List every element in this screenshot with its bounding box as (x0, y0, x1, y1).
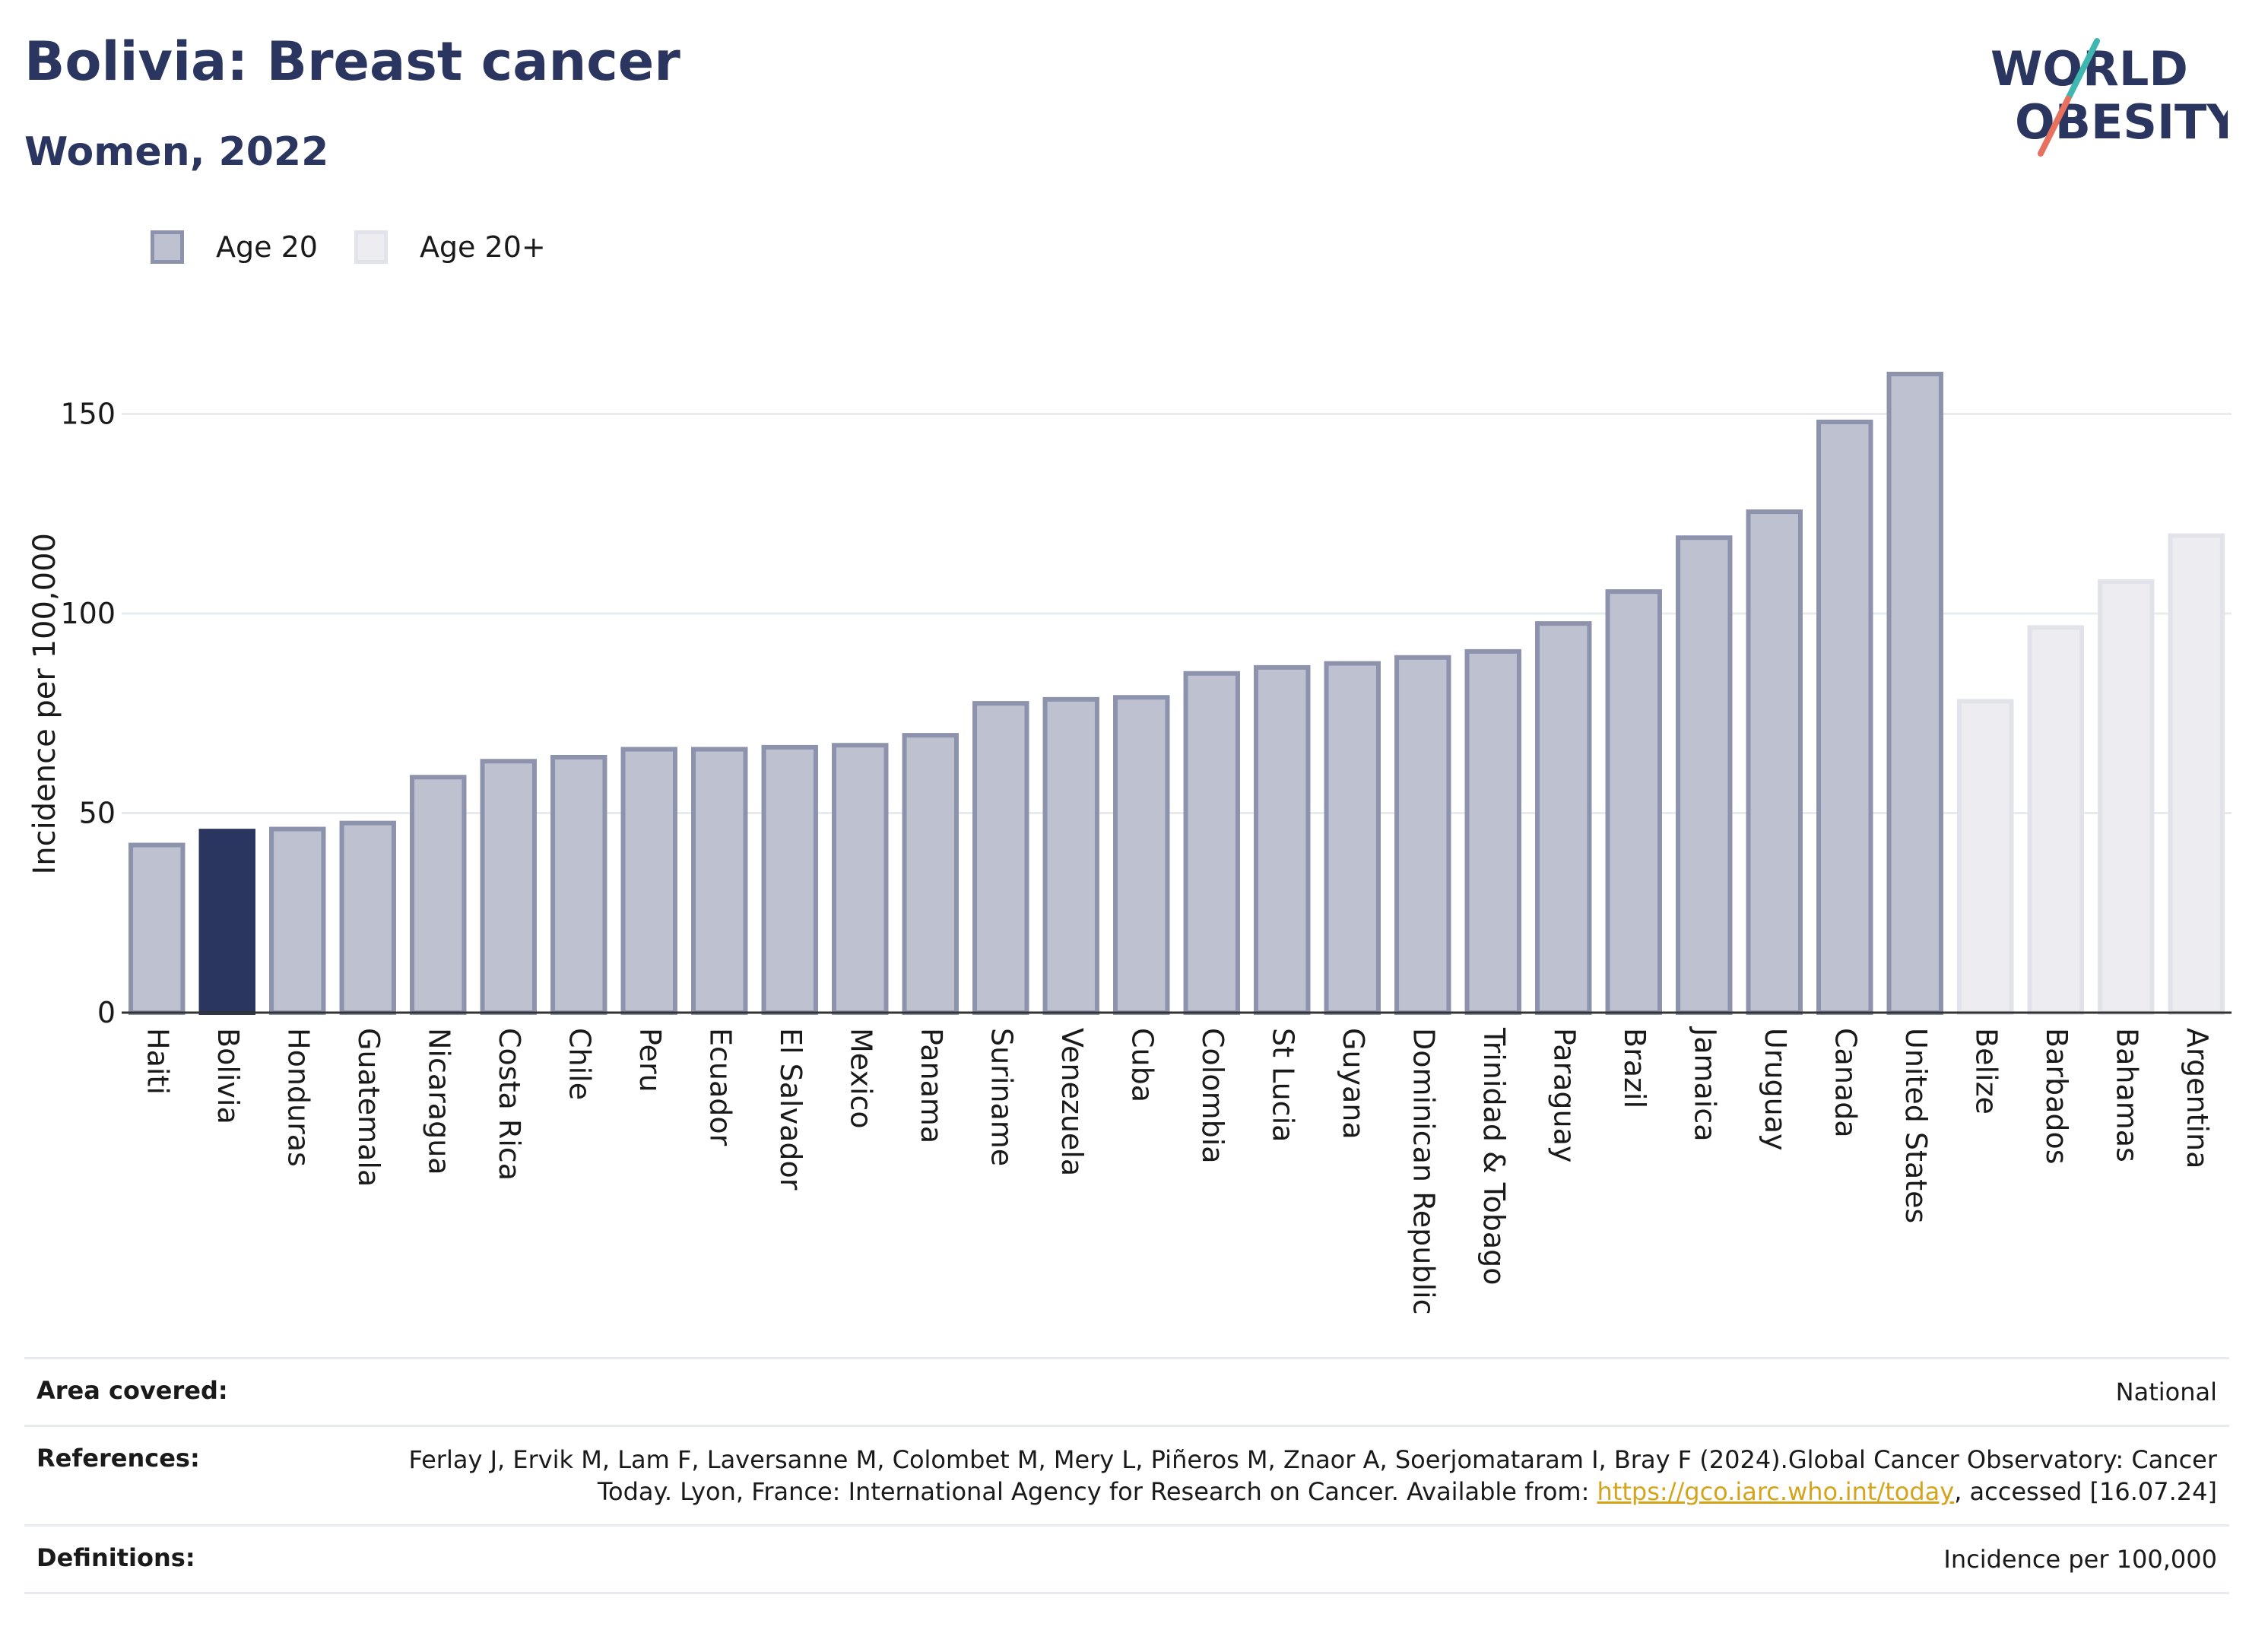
x-tick-label-guatemala: Guatemala (352, 1028, 385, 1187)
bar-dominican-republic (1394, 655, 1451, 1015)
definitions-value: Incidence per 100,000 (1943, 1545, 2217, 1574)
bar-argentina (2168, 533, 2225, 1015)
x-tick-label-canada: Canada (1829, 1028, 1862, 1138)
bar-peru (620, 747, 677, 1015)
y-axis-label: Incidence per 100,000 (27, 533, 62, 875)
x-tick-label-el-salvador: El Salvador (774, 1028, 807, 1191)
legend-label-age-20: Age 20 (216, 230, 318, 264)
x-tick-label-guyana: Guyana (1337, 1028, 1370, 1140)
chart-title: Bolivia: Breast cancer (24, 30, 680, 93)
info-row-area: Area covered: National (24, 1357, 2229, 1425)
bar-belize (1957, 699, 2014, 1015)
bar-nicaragua (410, 775, 467, 1015)
world-obesity-logo: WORLD OBESITY (1990, 38, 2228, 157)
bar-ecuador (691, 747, 748, 1015)
x-tick-label-argentina: Argentina (2181, 1028, 2214, 1168)
bar-chile (550, 755, 607, 1015)
legend-item-age-20-plus: Age 20+ (354, 230, 546, 264)
legend-label-age-20-plus: Age 20+ (419, 230, 546, 264)
x-tick-label-cuba: Cuba (1125, 1028, 1159, 1102)
bar-uruguay (1746, 509, 1803, 1015)
info-row-definitions: Definitions: Incidence per 100,000 (24, 1524, 2229, 1594)
bar-venezuela (1042, 696, 1099, 1015)
x-tick-label-panama: Panama (915, 1028, 948, 1143)
x-tick-label-dominican-republic: Dominican Republic (1407, 1028, 1440, 1314)
x-tick-label-bolivia: Bolivia (211, 1028, 245, 1124)
x-tick-label-costa-rica: Costa Rica (493, 1028, 526, 1181)
x-tick-label-nicaragua: Nicaragua (422, 1028, 455, 1175)
info-table: Area covered: National References: Ferla… (24, 1357, 2229, 1594)
bar-canada (1816, 420, 1873, 1015)
x-tick-label-mexico: Mexico (844, 1028, 877, 1129)
info-row-references: References: Ferlay J, Ervik M, Lam F, La… (24, 1425, 2229, 1524)
bar-united-states (1886, 372, 1943, 1015)
x-tick-label-haiti: Haiti (141, 1028, 174, 1095)
bar-guyana (1324, 661, 1381, 1015)
bar-trinidad-tobago (1464, 648, 1521, 1015)
references-link[interactable]: https://gco.iarc.who.int/today (1597, 1477, 1955, 1506)
bar-colombia (1183, 671, 1240, 1015)
bar-paraguay (1535, 621, 1592, 1015)
x-tick-label-trinidad-tobago: Trinidad & Tobago (1477, 1027, 1511, 1286)
chart-subtitle: Women, 2022 (24, 129, 329, 175)
bar-haiti (128, 842, 186, 1015)
x-tick-label-uruguay: Uruguay (1759, 1028, 1792, 1151)
x-tick-label-colombia: Colombia (1196, 1028, 1229, 1164)
legend-item-age-20: Age 20 (151, 230, 318, 264)
x-tick-label-venezuela: Venezuela (1055, 1028, 1089, 1176)
bar-honduras (269, 826, 326, 1015)
x-tick-label-jamaica: Jamaica (1688, 1026, 1721, 1142)
x-tick-label-peru: Peru (633, 1028, 667, 1092)
x-tick-label-brazil: Brazil (1618, 1028, 1651, 1108)
bar-el-salvador (761, 744, 818, 1015)
references-value: Ferlay J, Ervik M, Lam F, Laversanne M, … (354, 1444, 2217, 1508)
x-tick-label-chile: Chile (563, 1028, 596, 1100)
chart-legend: Age 20 Age 20+ (151, 224, 582, 270)
bar-panama (902, 733, 959, 1015)
references-text: Ferlay J, Ervik M, Lam F, Laversanne M, … (408, 1445, 2217, 1506)
logo-teal-stroke (2065, 38, 2100, 102)
x-tick-label-suriname: Suriname (985, 1028, 1018, 1166)
x-tick-label-ecuador: Ecuador (703, 1028, 737, 1146)
bar-cuba (1113, 695, 1170, 1015)
bar-barbados (2027, 625, 2084, 1015)
references-label: References: (36, 1444, 200, 1473)
logo-coral-stroke (2038, 96, 2071, 157)
area-covered-label: Area covered: (36, 1376, 228, 1405)
bar-costa-rica (480, 759, 537, 1015)
x-tick-label-belize: Belize (1969, 1028, 2003, 1115)
y-tick-label-150: 150 (60, 398, 116, 431)
legend-swatch-age-20-plus (354, 230, 388, 264)
x-tick-label-st-lucia: St Lucia (1266, 1028, 1299, 1142)
definitions-label: Definitions: (36, 1543, 195, 1572)
bar-guatemala (339, 820, 396, 1015)
bar-jamaica (1676, 535, 1733, 1015)
bar-chart: 0 50 100 150 Incidence per 100,000 Haiti Boliv… (27, 372, 2232, 1314)
x-tick-label-paraguay: Paraguay (1547, 1028, 1581, 1162)
x-tick-label-united-states: United States (1899, 1028, 1933, 1223)
y-tick-label-0: 0 (97, 996, 116, 1029)
y-tick-label-100: 100 (60, 597, 116, 630)
area-covered-value: National (2115, 1378, 2217, 1406)
bar-mexico (832, 743, 889, 1015)
bar-brazil (1605, 589, 1662, 1015)
legend-swatch-age-20 (151, 230, 184, 264)
bar-bolivia (198, 829, 255, 1015)
x-tick-label-bahamas: Bahamas (2110, 1028, 2143, 1162)
bar-suriname (972, 701, 1029, 1015)
references-accessed: , accessed [16.07.24] (1954, 1477, 2217, 1506)
y-tick-label-50: 50 (79, 797, 116, 830)
x-tick-label-honduras: Honduras (281, 1028, 315, 1167)
bar-bahamas (2098, 579, 2155, 1015)
bar-st-lucia (1254, 664, 1311, 1015)
x-tick-label-barbados: Barbados (2040, 1028, 2073, 1165)
